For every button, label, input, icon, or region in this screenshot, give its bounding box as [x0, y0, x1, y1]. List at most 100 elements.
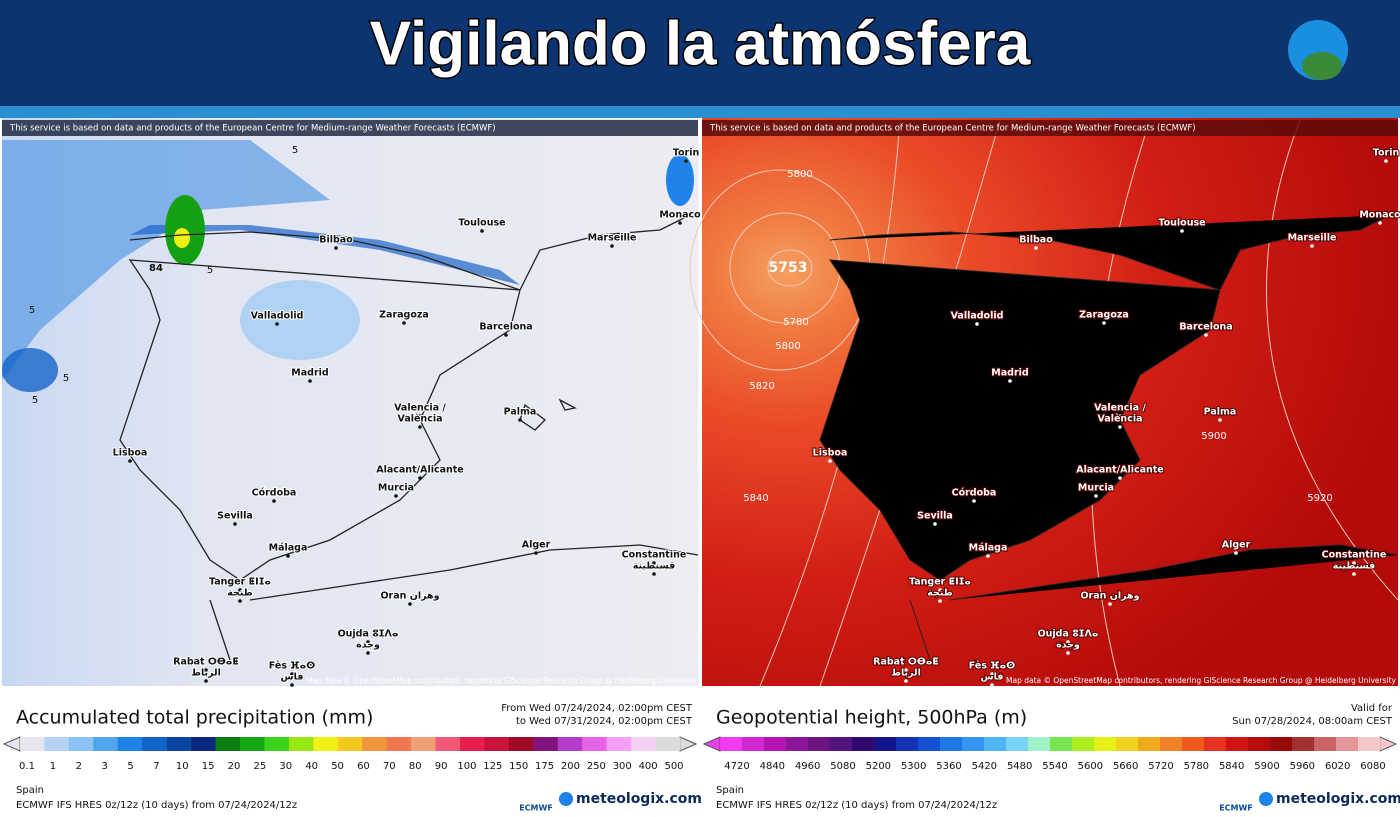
- scale-label: 3: [101, 761, 107, 772]
- contour-label: 5820: [749, 381, 774, 392]
- city-label: Sevilla: [917, 511, 953, 522]
- city-label: Oran وهران: [1080, 591, 1139, 602]
- notice: This service is based on data and produc…: [709, 124, 1196, 134]
- city-dot: [480, 229, 484, 233]
- scale-cell: [1138, 737, 1161, 751]
- city-dot: [904, 679, 908, 683]
- contour-label: 5: [292, 145, 298, 156]
- scale-label: 5900: [1254, 761, 1279, 772]
- city-dot: [933, 522, 937, 526]
- attribution: Map data © OpenStreetMap contributors, r…: [1006, 676, 1397, 685]
- scale-cell: [1270, 737, 1293, 751]
- date-line: Valid for: [1351, 703, 1393, 714]
- city-label: Oujda ⵓⵊⴷⴰ: [1038, 629, 1099, 640]
- city-dot: [1310, 244, 1314, 248]
- region: Spain: [716, 785, 744, 796]
- scale-label: 5600: [1078, 761, 1103, 772]
- scale-label: 60: [357, 761, 370, 772]
- scale-label: 50: [331, 761, 344, 772]
- scale-cell: [786, 737, 809, 751]
- scale-cell: [1204, 737, 1227, 751]
- scale-label: 500: [664, 761, 683, 772]
- scale-label: 5780: [1184, 761, 1209, 772]
- scale-cell: [313, 737, 339, 751]
- city-dot: [1094, 494, 1098, 498]
- scale-cell: [764, 737, 787, 751]
- brand-ecmwf: ECMWF: [1219, 804, 1253, 813]
- city-dot: [904, 668, 908, 672]
- scale-cell: [557, 737, 583, 751]
- scale-label: 5200: [866, 761, 891, 772]
- brand-ecmwf: ECMWF: [519, 804, 553, 813]
- city-dot: [1066, 640, 1070, 644]
- city-label: Alger: [522, 540, 551, 551]
- scale-cell: [940, 737, 963, 751]
- city-dot: [975, 322, 979, 326]
- scale-cell: [918, 737, 941, 751]
- city-label: Málaga: [969, 543, 1008, 554]
- city-label: Murcia: [1078, 483, 1114, 494]
- scale-cell: [655, 737, 681, 751]
- city-dot: [990, 683, 994, 687]
- city-dot: [233, 522, 237, 526]
- scale-cell: [1248, 737, 1271, 751]
- contour-label: 5780: [783, 317, 808, 328]
- city-label: قسنطينة: [1333, 561, 1376, 572]
- scale-cell: [191, 737, 216, 751]
- date-line: to Wed 07/31/2024, 02:00pm CEST: [516, 716, 693, 727]
- city-label: València: [397, 414, 442, 425]
- scale-arrow-right: [1379, 736, 1398, 752]
- precip-map: [2, 118, 698, 686]
- notice-bar: [2, 120, 698, 136]
- city-label: Rabat ⵔⴱⴰⵟ: [873, 657, 939, 668]
- city-label: Oujda ⵓⵊⴷⴰ: [338, 629, 399, 640]
- city-label: Córdoba: [252, 488, 297, 499]
- scale-cell: [386, 737, 412, 751]
- scale-label: 90: [435, 761, 448, 772]
- contour-label: 5800: [775, 341, 800, 352]
- scale-label: 100: [457, 761, 476, 772]
- city-label: Sevilla: [217, 511, 253, 522]
- city-dot: [986, 554, 990, 558]
- contour-label: 5920: [1307, 493, 1332, 504]
- city-dot: [366, 640, 370, 644]
- city-label: وجدة: [1056, 640, 1080, 651]
- scale-cell: [582, 737, 607, 751]
- city-dot: [1180, 229, 1184, 233]
- city-label: Bilbao: [1019, 235, 1053, 246]
- scale-cell: [142, 737, 167, 751]
- city-label: Rabat ⵔⴱⴰⵟ: [173, 657, 239, 668]
- city-label: Valencia /: [1094, 403, 1146, 414]
- city-label: Zaragoza: [379, 310, 429, 321]
- city-dot: [418, 476, 422, 480]
- contour-label: 5: [32, 395, 38, 406]
- scale-arrow-right: [679, 736, 698, 752]
- scale-label: 5540: [1042, 761, 1067, 772]
- scale-cell: [830, 737, 853, 751]
- scale-cell: [720, 737, 743, 751]
- city-label: Zaragoza: [1079, 310, 1129, 321]
- scale-cell: [117, 737, 143, 751]
- city-label: Lisboa: [113, 448, 148, 459]
- scale-cell: [68, 737, 94, 751]
- scale-cell: [215, 737, 241, 751]
- city-dot: [938, 588, 942, 592]
- scale-label: 5: [127, 761, 133, 772]
- city-label: Tanger ⵟⵏⵊⴰ: [909, 577, 971, 588]
- scale-cell: [93, 737, 119, 751]
- city-dot: [1352, 561, 1356, 565]
- scale-label: 4840: [760, 761, 785, 772]
- contour-label: 5753: [769, 260, 808, 276]
- scale-cell: [606, 737, 632, 751]
- scale-label: 5300: [901, 761, 926, 772]
- city-label: Oran وهران: [380, 591, 439, 602]
- model-info: ECMWF IFS HRES 0z/12z (10 days) from 07/…: [716, 800, 997, 811]
- notice-bar: [702, 120, 1398, 136]
- scale-cell: [1292, 737, 1315, 751]
- coastlines: [119, 214, 699, 661]
- scale-cell: [1358, 737, 1381, 751]
- city-dot: [652, 561, 656, 565]
- city-label: الرباط: [891, 668, 921, 679]
- scale-cell: [1072, 737, 1095, 751]
- city-dot: [418, 414, 422, 418]
